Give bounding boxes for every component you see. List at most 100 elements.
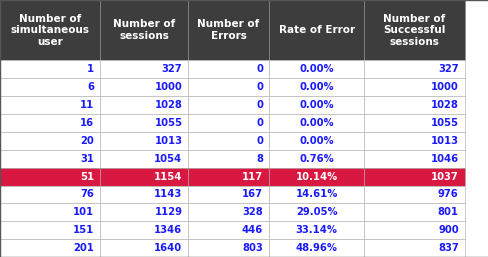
Bar xyxy=(364,114,464,132)
Text: 16: 16 xyxy=(80,118,94,128)
Text: 0: 0 xyxy=(256,64,263,74)
Bar xyxy=(188,132,268,150)
Bar xyxy=(100,168,188,186)
Bar xyxy=(100,96,188,114)
Bar xyxy=(188,221,268,239)
Bar xyxy=(268,203,364,221)
Bar xyxy=(0,239,100,257)
Bar xyxy=(188,60,268,78)
Bar xyxy=(268,150,364,168)
Bar xyxy=(268,132,364,150)
Text: 0: 0 xyxy=(256,100,263,110)
Text: 1028: 1028 xyxy=(154,100,182,110)
Text: Number of
Errors: Number of Errors xyxy=(197,19,259,41)
Bar xyxy=(364,203,464,221)
Text: 201: 201 xyxy=(73,243,94,253)
Text: 1: 1 xyxy=(87,64,94,74)
Text: 801: 801 xyxy=(437,207,458,217)
Text: 900: 900 xyxy=(437,225,458,235)
Text: 76: 76 xyxy=(81,189,94,199)
Bar xyxy=(100,239,188,257)
Bar xyxy=(268,114,364,132)
Bar xyxy=(100,78,188,96)
Bar xyxy=(364,221,464,239)
Bar xyxy=(188,114,268,132)
Bar xyxy=(0,150,100,168)
Text: 29.05%: 29.05% xyxy=(295,207,337,217)
Bar xyxy=(188,186,268,203)
Bar xyxy=(188,168,268,186)
Text: 0: 0 xyxy=(256,136,263,146)
Bar xyxy=(0,96,100,114)
Text: 31: 31 xyxy=(80,154,94,164)
Text: 1346: 1346 xyxy=(154,225,182,235)
Bar xyxy=(100,203,188,221)
Text: Number of
sessions: Number of sessions xyxy=(113,19,175,41)
Text: 1054: 1054 xyxy=(154,154,182,164)
Bar xyxy=(364,239,464,257)
Bar xyxy=(364,150,464,168)
Text: 1037: 1037 xyxy=(430,172,458,182)
Text: 8: 8 xyxy=(256,154,263,164)
Bar xyxy=(364,168,464,186)
Bar xyxy=(364,0,464,60)
Bar xyxy=(100,221,188,239)
Bar xyxy=(364,186,464,203)
Text: 151: 151 xyxy=(73,225,94,235)
Text: 446: 446 xyxy=(242,225,263,235)
Bar xyxy=(188,203,268,221)
Text: 167: 167 xyxy=(242,189,263,199)
Text: 0.00%: 0.00% xyxy=(299,100,333,110)
Bar xyxy=(364,60,464,78)
Text: 0: 0 xyxy=(256,118,263,128)
Text: 0.00%: 0.00% xyxy=(299,64,333,74)
Text: 1055: 1055 xyxy=(430,118,458,128)
Text: 327: 327 xyxy=(437,64,458,74)
Bar xyxy=(364,96,464,114)
Text: 1028: 1028 xyxy=(430,100,458,110)
Text: 0.76%: 0.76% xyxy=(299,154,333,164)
Bar xyxy=(188,96,268,114)
Bar xyxy=(100,60,188,78)
Bar xyxy=(0,60,100,78)
Text: 117: 117 xyxy=(242,172,263,182)
Bar xyxy=(268,239,364,257)
Text: 1013: 1013 xyxy=(430,136,458,146)
Bar xyxy=(268,186,364,203)
Text: 976: 976 xyxy=(437,189,458,199)
Bar xyxy=(100,150,188,168)
Text: 327: 327 xyxy=(162,64,182,74)
Bar xyxy=(100,186,188,203)
Text: 6: 6 xyxy=(87,82,94,92)
Bar xyxy=(188,0,268,60)
Text: 11: 11 xyxy=(80,100,94,110)
Text: 803: 803 xyxy=(242,243,263,253)
Text: 51: 51 xyxy=(80,172,94,182)
Text: 101: 101 xyxy=(73,207,94,217)
Text: 1055: 1055 xyxy=(154,118,182,128)
Bar xyxy=(268,96,364,114)
Text: 1046: 1046 xyxy=(429,154,458,164)
Bar xyxy=(268,78,364,96)
Text: 10.14%: 10.14% xyxy=(295,172,337,182)
Text: 14.61%: 14.61% xyxy=(295,189,337,199)
Text: 0.00%: 0.00% xyxy=(299,118,333,128)
Text: 0.00%: 0.00% xyxy=(299,82,333,92)
Bar xyxy=(0,186,100,203)
Bar xyxy=(268,168,364,186)
Text: 328: 328 xyxy=(242,207,263,217)
Text: 20: 20 xyxy=(81,136,94,146)
Text: Number of
Successful
sessions: Number of Successful sessions xyxy=(383,14,445,47)
Text: 837: 837 xyxy=(437,243,458,253)
Text: 1000: 1000 xyxy=(154,82,182,92)
Text: 48.96%: 48.96% xyxy=(295,243,337,253)
Text: 1154: 1154 xyxy=(154,172,182,182)
Text: 0.00%: 0.00% xyxy=(299,136,333,146)
Bar xyxy=(268,221,364,239)
Bar xyxy=(0,203,100,221)
Bar xyxy=(268,0,364,60)
Bar xyxy=(188,150,268,168)
Bar xyxy=(100,114,188,132)
Bar xyxy=(364,132,464,150)
Bar xyxy=(0,132,100,150)
